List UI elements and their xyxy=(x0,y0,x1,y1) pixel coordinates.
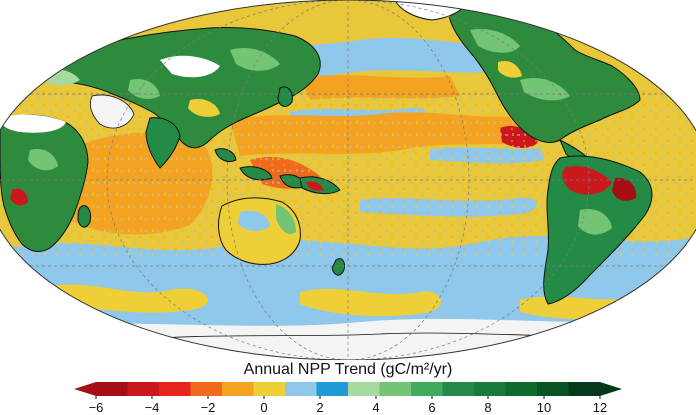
colorbar-tick-label: −4 xyxy=(144,400,160,415)
legend-title: Annual NPP Trend (gC/m²/yr) xyxy=(243,361,453,378)
tibet-yellow-patch xyxy=(188,98,220,117)
colorbar-segment xyxy=(474,382,506,396)
colorbar xyxy=(74,382,622,399)
australia-light-blue xyxy=(238,210,270,232)
madagascar-land xyxy=(77,205,91,228)
colorbar-segment xyxy=(222,382,254,396)
colorbar-segment xyxy=(253,382,286,396)
india-land xyxy=(145,117,181,169)
north-america-dry-patch xyxy=(498,60,522,78)
colorbar-tick-label: 10 xyxy=(536,400,552,415)
south-america-light-green xyxy=(578,208,612,235)
colorbar-segment xyxy=(159,382,191,396)
colorbar-tick-label: −2 xyxy=(200,400,216,415)
colorbar-segment xyxy=(348,382,380,396)
southern-ocean-yellow-patches xyxy=(40,284,660,320)
new-guinea-red xyxy=(306,181,324,191)
globe-disc xyxy=(0,0,696,360)
colorbar-tick-label: 6 xyxy=(428,400,436,415)
colorbar-segment xyxy=(285,382,317,396)
colorbar-tick-label: 8 xyxy=(484,400,492,415)
colorbar-segment xyxy=(379,382,412,396)
asia-light-green xyxy=(128,47,280,99)
graticule xyxy=(0,0,696,360)
new-zealand-land xyxy=(331,258,345,276)
africa-red-patch xyxy=(10,188,28,206)
colorbar-segment xyxy=(411,382,443,396)
colorbar-tick-label: 2 xyxy=(316,400,324,415)
siberia-white-patch xyxy=(160,55,220,78)
amazon-red-patch xyxy=(562,165,612,195)
colorbar-segment xyxy=(505,382,538,396)
colorbar-tick-label: 12 xyxy=(592,400,608,415)
colorbar-right-arrow xyxy=(600,382,622,396)
colorbar-tick-label: 0 xyxy=(260,400,268,415)
japan-land xyxy=(277,86,293,107)
colorbar-segment xyxy=(316,382,349,396)
colorbar-segment xyxy=(442,382,475,396)
colorbar-segment xyxy=(190,382,223,396)
north-america-light-patches xyxy=(470,28,570,101)
arabia-desert xyxy=(90,94,135,129)
colorbar-segment xyxy=(537,382,569,396)
colorbar-segment xyxy=(96,382,128,396)
colorbar-tick-label: −6 xyxy=(88,400,104,415)
colorbar-left-arrow xyxy=(74,382,96,396)
colorbar-segment xyxy=(568,382,601,396)
australia-green-rim xyxy=(276,204,296,235)
world-npp-trend-map xyxy=(0,0,696,360)
colorbar-segment xyxy=(127,382,160,396)
sahara-white xyxy=(0,114,66,133)
brazil-red-patch xyxy=(612,177,637,201)
africa-light-green xyxy=(28,148,58,171)
colorbar-tick-label: 4 xyxy=(372,400,380,415)
